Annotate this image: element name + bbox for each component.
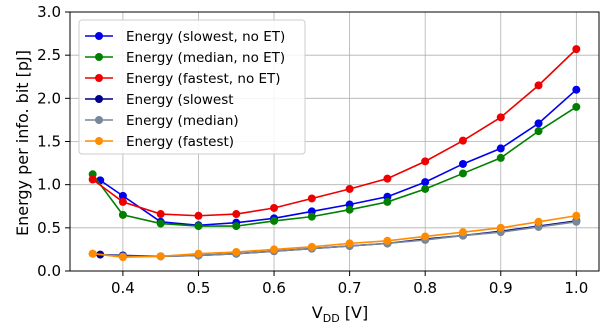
x-axis-label: VDD [V]	[312, 303, 368, 325]
data-point	[270, 216, 279, 225]
data-point	[496, 144, 505, 153]
x-tick-label: 0.4	[111, 279, 135, 297]
legend-item: Energy (fastest)	[85, 134, 234, 150]
data-point	[383, 197, 392, 206]
legend-item: Energy (median)	[85, 113, 239, 129]
data-point	[421, 232, 430, 241]
data-point	[345, 184, 354, 193]
data-point	[307, 194, 316, 203]
legend-label: Energy (fastest, no ET)	[126, 71, 281, 87]
legend-item: Energy (fastest, no ET)	[85, 71, 281, 87]
x-tick-label: 0.8	[413, 279, 437, 297]
legend-marker	[95, 95, 103, 103]
legend-marker	[95, 32, 103, 40]
data-point	[307, 242, 316, 251]
series-line	[99, 89, 577, 227]
series-line	[92, 48, 577, 217]
data-point	[496, 223, 505, 232]
x-tick-label: 0.6	[262, 279, 286, 297]
data-point	[383, 174, 392, 183]
data-point	[458, 136, 467, 145]
x-axis-label-sub: DD	[323, 312, 340, 325]
data-point	[534, 119, 543, 128]
legend-label: Energy (median, no ET)	[126, 50, 285, 66]
data-point	[118, 210, 127, 219]
data-point	[270, 245, 279, 254]
legend-marker	[95, 74, 103, 82]
data-point	[232, 248, 241, 257]
data-point	[118, 253, 127, 262]
data-point	[421, 184, 430, 193]
y-tick-label: 1.0	[37, 176, 61, 194]
data-point	[156, 219, 165, 228]
legend-item: Energy (slowest	[85, 92, 234, 108]
data-point	[421, 178, 430, 187]
data-point	[572, 85, 581, 94]
y-tick-label: 1.5	[37, 133, 61, 151]
x-tick-label: 1.0	[564, 279, 588, 297]
data-point	[572, 102, 581, 111]
legend-marker	[95, 53, 103, 61]
data-point	[270, 203, 279, 212]
ticks: 0.4 0.5 0.6 0.7 0.8 0.9 1.0 0.0 0.5 1.0 1.5 2.0 2.5 3…	[37, 3, 588, 297]
legend-label: Energy (fastest)	[126, 134, 234, 150]
data-point	[383, 236, 392, 245]
y-tick-label: 0.5	[37, 219, 61, 237]
legend-item: Energy (median, no ET)	[85, 50, 285, 66]
data-point	[194, 222, 203, 231]
series-6	[88, 211, 581, 262]
data-point	[534, 217, 543, 226]
y-tick-label: 2.0	[37, 89, 61, 107]
data-point	[345, 239, 354, 248]
data-point	[458, 228, 467, 237]
data-point	[421, 157, 430, 166]
data-point	[232, 210, 241, 219]
data-point	[232, 222, 241, 231]
y-tick-label: 0.0	[37, 262, 61, 280]
series-layer	[88, 45, 581, 262]
x-tick-label: 0.9	[489, 279, 513, 297]
data-point	[156, 210, 165, 219]
y-tick-label: 3.0	[37, 3, 61, 21]
data-point	[88, 175, 97, 184]
series-3	[88, 45, 581, 220]
data-point	[458, 159, 467, 168]
legend: Energy (slowest, no ET) Energy (median, n…	[78, 19, 306, 155]
data-point	[458, 169, 467, 178]
legend-item: Energy (slowest, no ET)	[85, 29, 285, 45]
data-point	[496, 113, 505, 122]
legend-label: Energy (slowest, no ET)	[126, 29, 285, 45]
x-tick-label: 0.7	[338, 279, 362, 297]
x-tick-label: 0.5	[187, 279, 211, 297]
legend-label: Energy (median)	[126, 113, 239, 129]
series-line	[92, 106, 577, 227]
legend-label: Energy (slowest	[126, 92, 234, 108]
series-line	[92, 214, 577, 258]
data-point	[534, 81, 543, 90]
data-point	[345, 205, 354, 214]
data-point	[307, 212, 316, 221]
legend-marker	[95, 116, 103, 124]
y-tick-label: 2.5	[37, 46, 61, 64]
data-point	[572, 211, 581, 220]
data-point	[194, 249, 203, 258]
data-point	[194, 211, 203, 220]
data-point	[88, 249, 97, 258]
series-line	[100, 220, 577, 258]
data-point	[496, 153, 505, 162]
data-point	[118, 197, 127, 206]
data-point	[156, 252, 165, 261]
legend-marker	[95, 137, 103, 145]
legend-box	[78, 19, 306, 155]
data-point	[572, 45, 581, 54]
y-axis-label: Energy per info. bit [pJ]	[13, 50, 32, 236]
x-axis-label-unit: [V]	[340, 303, 369, 322]
x-axis-label-main: V	[312, 303, 323, 322]
data-point	[572, 217, 581, 226]
data-point	[534, 127, 543, 136]
data-point	[118, 191, 127, 200]
